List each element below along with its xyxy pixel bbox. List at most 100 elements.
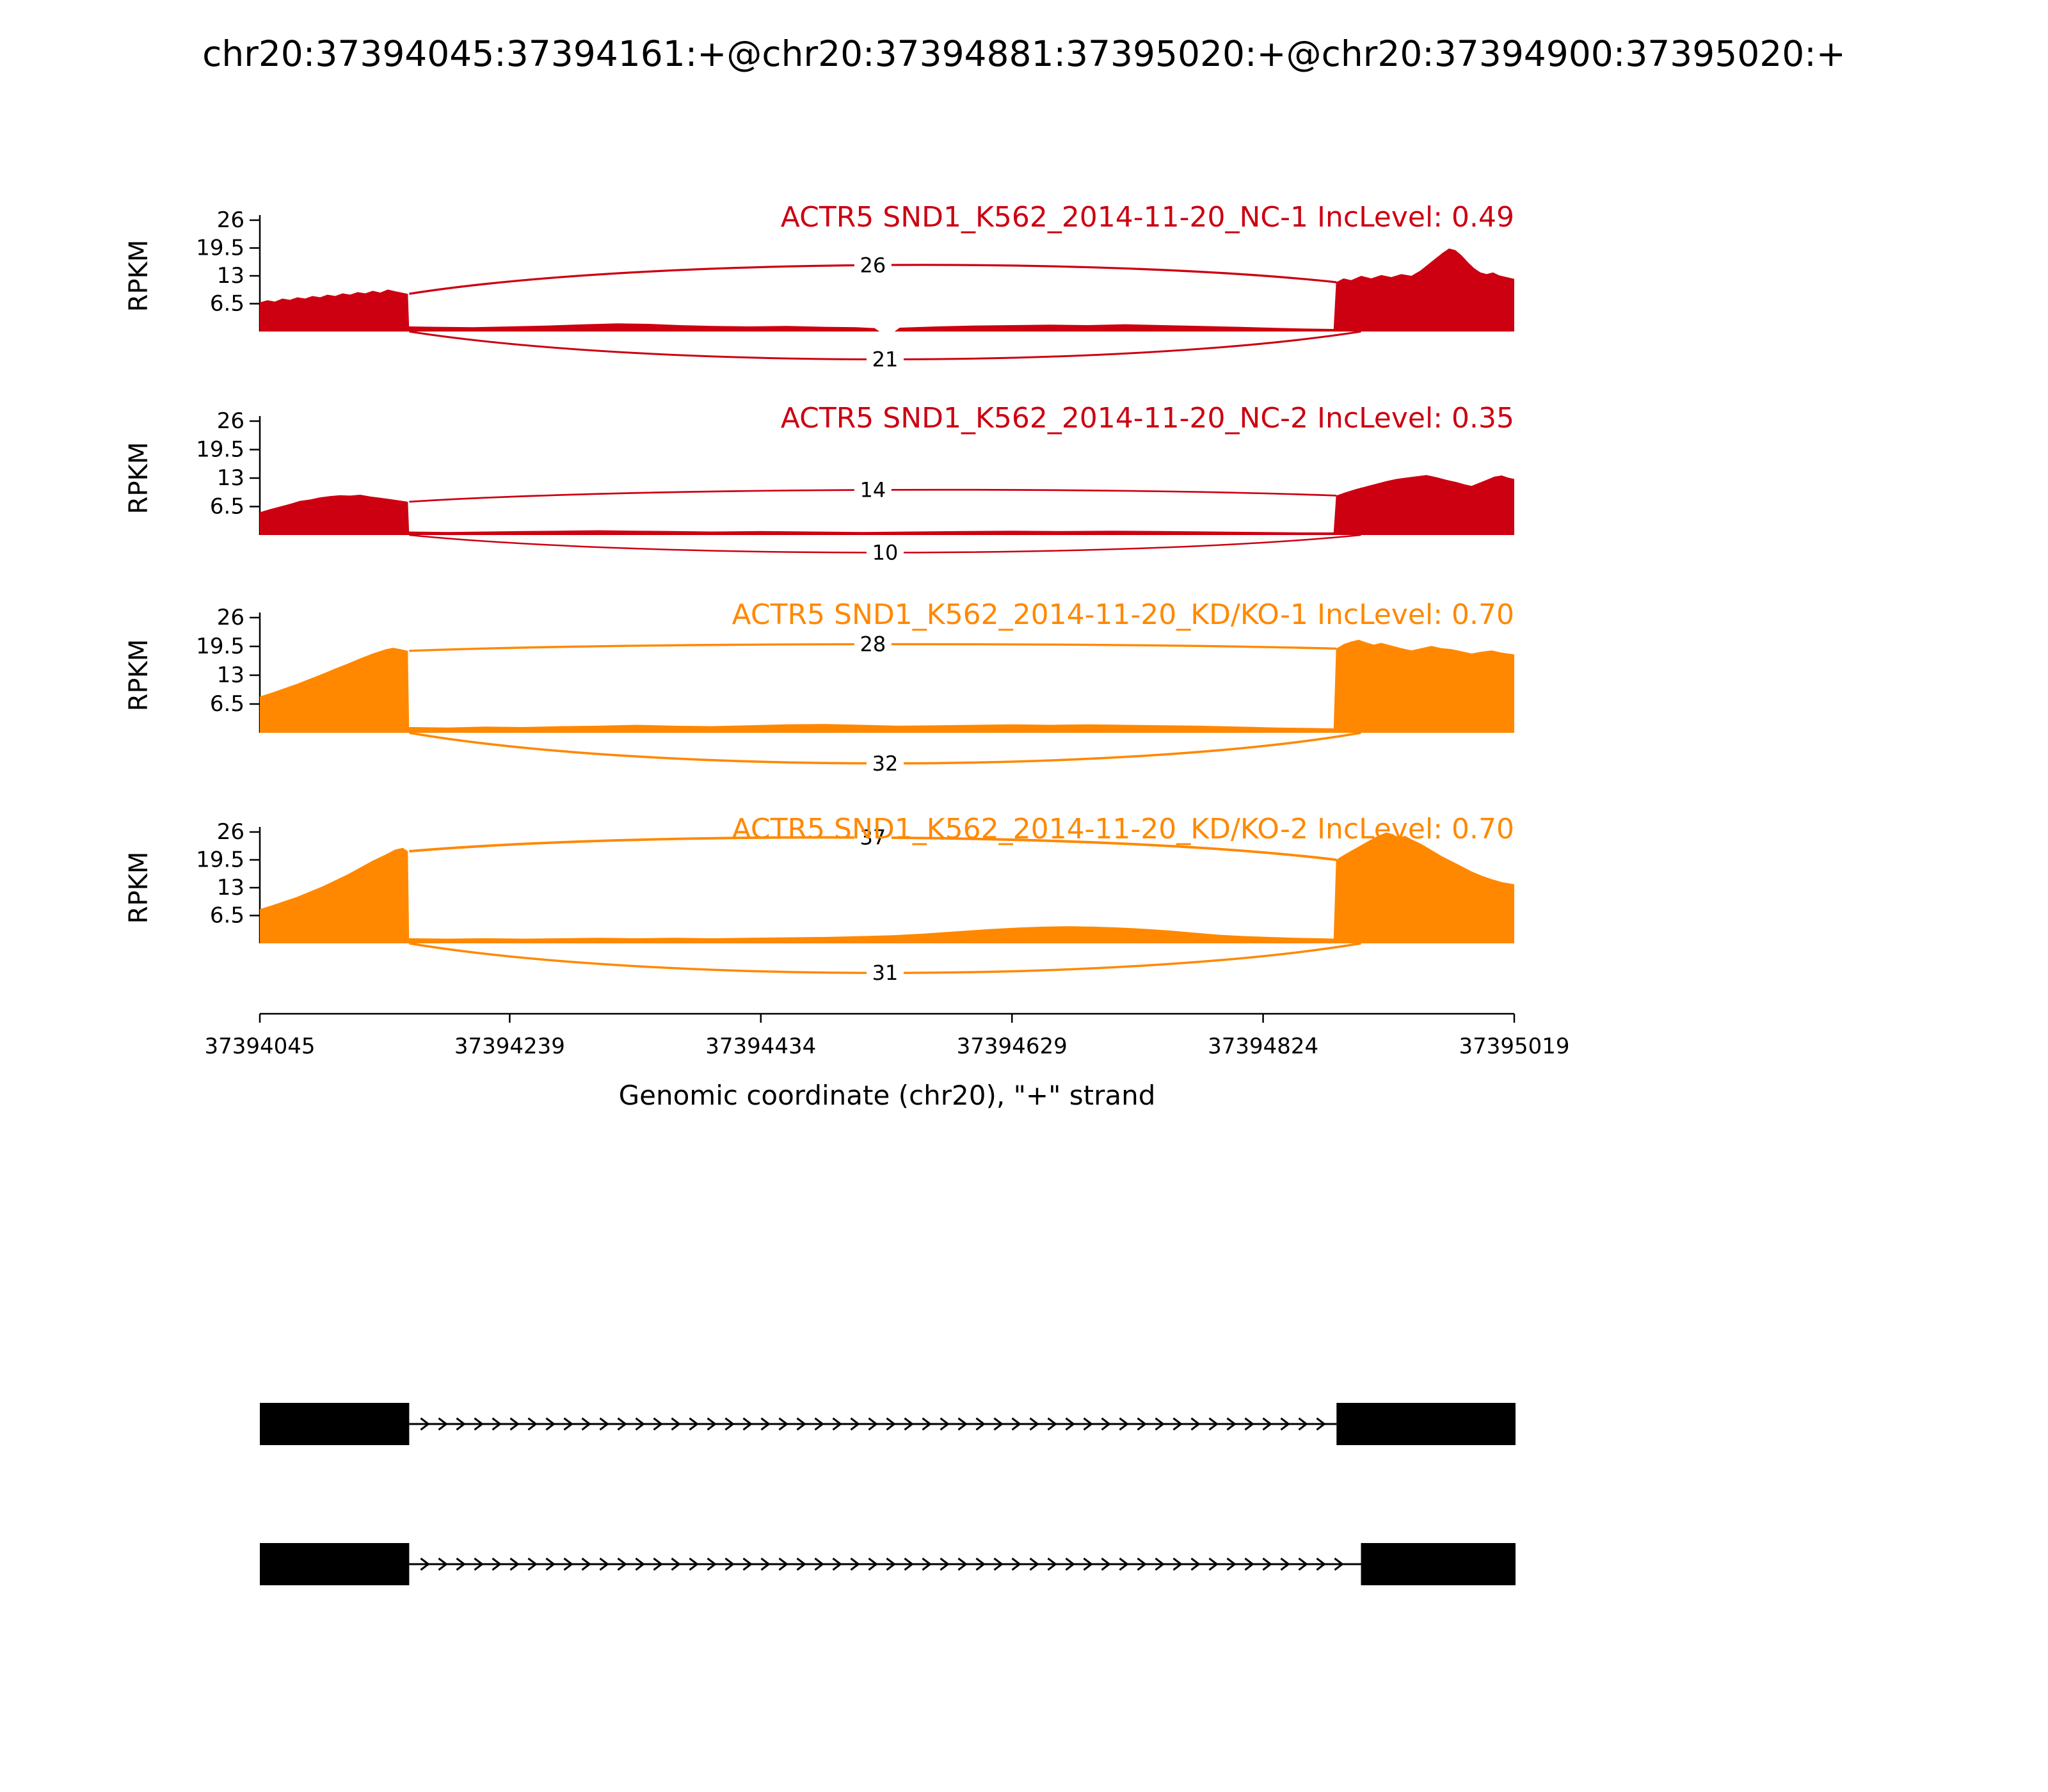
y-tick-label: 26 [217, 819, 244, 845]
strand-arrow-icon [814, 1557, 824, 1571]
strand-arrow-icon [957, 1557, 968, 1571]
strand-arrow-icon [653, 1417, 663, 1431]
junction-count-bg [854, 629, 892, 659]
coverage-area [260, 639, 1514, 733]
exon-block [1361, 1543, 1516, 1585]
strand-arrow-icon [599, 1417, 609, 1431]
strand-arrow-icon [1316, 1557, 1326, 1571]
strand-arrow-icon [742, 1557, 753, 1571]
strand-arrow-icon [922, 1557, 932, 1571]
track-label: ACTR5 SND1_K562_2014-11-20_NC-1 IncLevel… [781, 201, 1514, 234]
strand-arrow-icon [904, 1557, 914, 1571]
y-axis-title: RPKM [124, 852, 154, 924]
y-tick-label: 6.5 [210, 494, 244, 520]
strand-arrow-icon [1262, 1557, 1272, 1571]
strand-arrow-icon [1155, 1417, 1165, 1431]
x-tick-label: 37394045 [204, 1034, 315, 1059]
strand-arrow-icon [635, 1557, 645, 1571]
junction-count: 32 [872, 751, 899, 776]
strand-arrow-icon [1155, 1557, 1165, 1571]
strand-arrow-icon [1011, 1557, 1021, 1571]
strand-arrow-icon [850, 1417, 860, 1431]
strand-arrow-icon [760, 1417, 771, 1431]
y-tick-label: 13 [217, 465, 244, 491]
coverage-area [260, 832, 1514, 943]
x-tick-label: 37394239 [454, 1034, 565, 1059]
strand-arrow-icon [689, 1557, 699, 1571]
y-tick-label: 13 [217, 263, 244, 289]
junction-count-bg [866, 748, 904, 778]
strand-arrow-icon [1190, 1417, 1201, 1431]
strand-arrow-icon [1226, 1417, 1236, 1431]
exon-block [260, 1543, 410, 1585]
strand-arrow-icon [832, 1417, 842, 1431]
y-tick-label: 19.5 [196, 847, 244, 873]
y-tick-label: 13 [217, 662, 244, 688]
strand-arrow-icon [1244, 1417, 1254, 1431]
strand-arrow-icon [1119, 1557, 1129, 1571]
x-tick-label: 37394824 [1208, 1034, 1318, 1059]
exon-block [1336, 1403, 1516, 1445]
strand-arrow-icon [456, 1557, 466, 1571]
y-tick-label: 6.5 [210, 691, 244, 717]
strand-arrow-icon [456, 1417, 466, 1431]
strand-arrow-icon [474, 1417, 484, 1431]
y-tick-label: 19.5 [196, 437, 244, 463]
strand-arrow-icon [850, 1557, 860, 1571]
strand-arrow-icon [509, 1417, 520, 1431]
strand-arrow-icon [689, 1417, 699, 1431]
strand-arrow-icon [1011, 1417, 1021, 1431]
y-tick-label: 6.5 [210, 291, 244, 317]
strand-arrow-icon [1101, 1557, 1111, 1571]
strand-arrow-icon [1172, 1417, 1183, 1431]
strand-arrow-icon [832, 1557, 842, 1571]
x-tick-label: 37394434 [705, 1034, 816, 1059]
strand-arrow-icon [1298, 1557, 1308, 1571]
strand-arrow-icon [617, 1557, 627, 1571]
strand-arrow-icon [1244, 1557, 1254, 1571]
strand-arrow-icon [993, 1417, 1004, 1431]
y-tick-label: 26 [217, 408, 244, 434]
strand-arrow-icon [940, 1557, 950, 1571]
strand-arrow-icon [474, 1557, 484, 1571]
junction-count-bg [854, 250, 892, 280]
strand-arrow-icon [509, 1557, 520, 1571]
strand-arrow-icon [922, 1417, 932, 1431]
track-label: ACTR5 SND1_K562_2014-11-20_KD/KO-2 IncLe… [732, 813, 1514, 845]
strand-arrow-icon [796, 1557, 806, 1571]
strand-arrow-icon [635, 1417, 645, 1431]
strand-arrow-icon [886, 1557, 896, 1571]
strand-arrow-icon [957, 1417, 968, 1431]
junction-count: 31 [872, 961, 899, 985]
strand-arrow-icon [563, 1417, 573, 1431]
strand-arrow-icon [993, 1557, 1004, 1571]
strand-arrow-icon [742, 1417, 753, 1431]
strand-arrow-icon [1262, 1417, 1272, 1431]
strand-arrow-icon [1083, 1417, 1093, 1431]
junction-count: 14 [860, 477, 886, 502]
y-tick-label: 26 [217, 605, 244, 630]
strand-arrow-icon [1065, 1557, 1075, 1571]
x-tick-label: 37394629 [957, 1034, 1068, 1059]
strand-arrow-icon [1334, 1557, 1344, 1571]
strand-arrow-icon [492, 1557, 502, 1571]
coverage-area [260, 248, 1514, 332]
strand-arrow-icon [545, 1417, 556, 1431]
strand-arrow-icon [707, 1557, 717, 1571]
strand-arrow-icon [581, 1417, 591, 1431]
y-tick-label: 13 [217, 875, 244, 900]
y-axis-title: RPKM [124, 240, 154, 312]
strand-arrow-icon [1226, 1557, 1236, 1571]
strand-arrow-icon [1065, 1417, 1075, 1431]
strand-arrow-icon [1190, 1557, 1201, 1571]
junction-count: 28 [860, 632, 886, 657]
strand-arrow-icon [527, 1417, 538, 1431]
strand-arrow-icon [671, 1417, 681, 1431]
strand-arrow-icon [545, 1557, 556, 1571]
y-axis-title: RPKM [124, 639, 154, 712]
strand-arrow-icon [1208, 1557, 1219, 1571]
strand-arrow-icon [940, 1417, 950, 1431]
strand-arrow-icon [438, 1557, 448, 1571]
strand-arrow-icon [492, 1417, 502, 1431]
